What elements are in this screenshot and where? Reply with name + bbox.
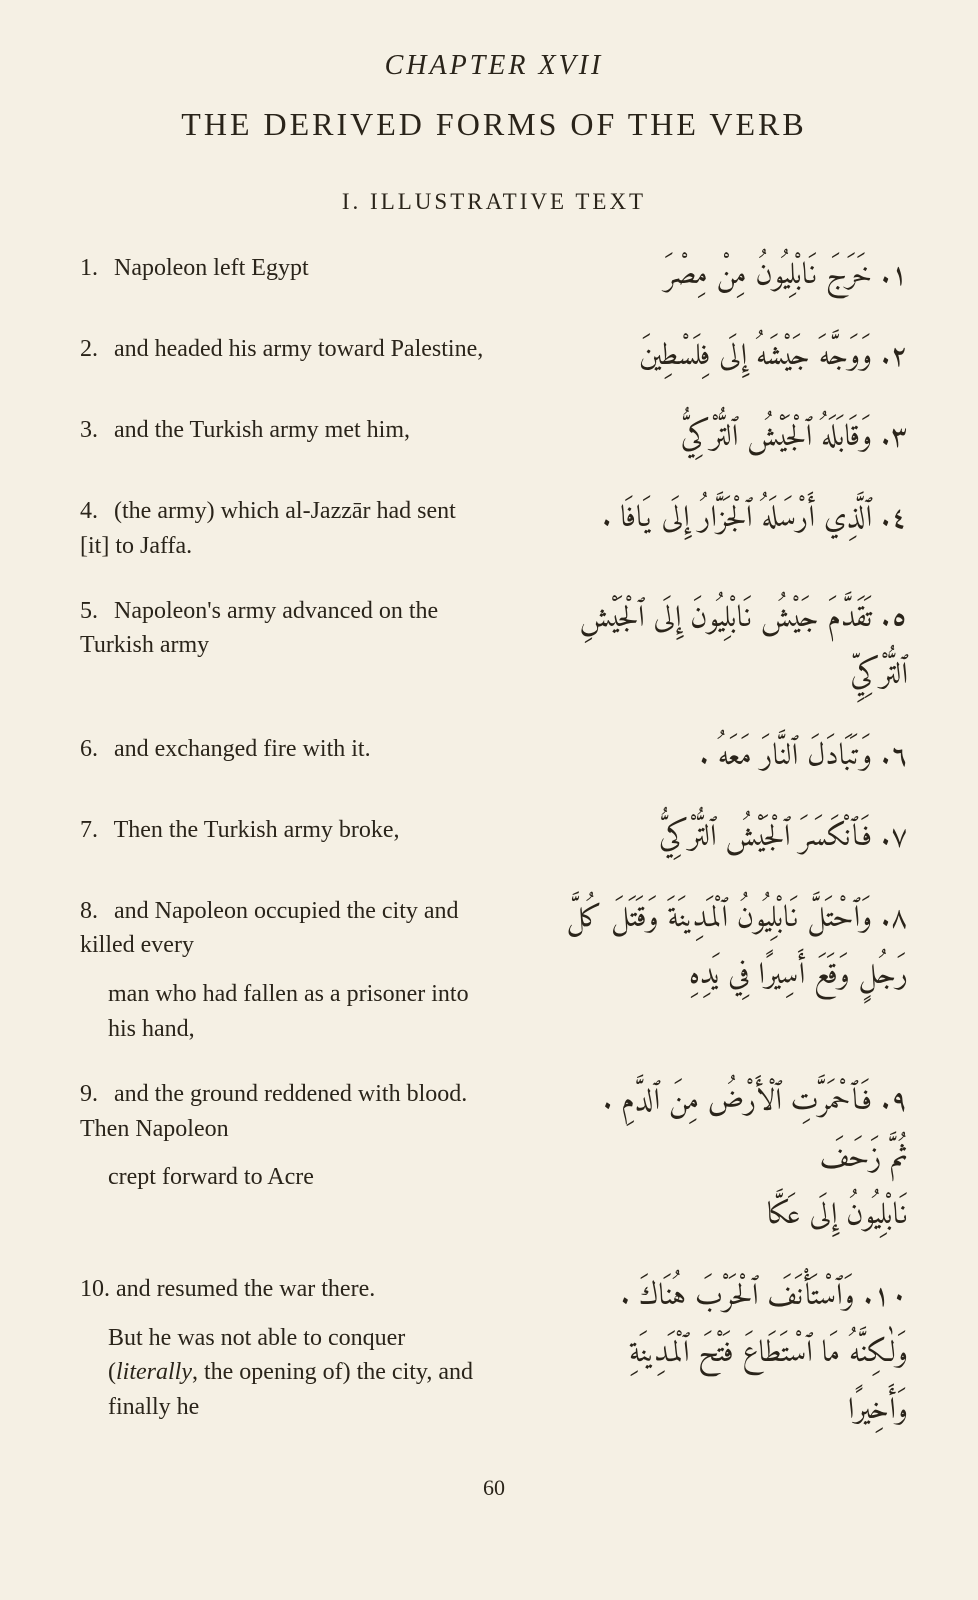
text-row: 3. and the Turkish army met him, ٣. وَقَا… [80, 413, 908, 464]
arabic-text: ٱلَّذِي أَرْسَلَهُ ٱلْجَزَّارُ إِلَى يَا… [602, 493, 872, 546]
arabic-cell: ٩. فَٱحْمَرَّتِ ٱلْأَرْضُ مِنَ ٱلدَّمِ .… [504, 1077, 908, 1242]
english-number: 9. [80, 1077, 108, 1112]
english-text: and resumed the war there. [110, 1276, 375, 1302]
arabic-continuation: وَلٰكِنَّهُ مَا ٱسْتَطَاعَ فَتْحَ ٱلْمَد… [504, 1329, 908, 1380]
arabic-text: وَوَجَّهَ جَيْشَهُ إِلَى فِلَسْطِينَ [639, 331, 872, 384]
arabic-number: ٤. [872, 493, 908, 546]
english-number: 10. [80, 1272, 110, 1307]
arabic-number: ٢. [872, 331, 908, 384]
english-text: (the army) which al-Jazzār had sent [it]… [80, 498, 456, 559]
arabic-cell: ٣. وَقَابَلَهُ ٱلْجَيْشُ ٱلتُّرْكِيُّ [504, 413, 908, 464]
arabic-number: ٩. [872, 1076, 908, 1129]
english-cell: 9. and the ground reddened with blood. T… [80, 1077, 484, 1195]
english-text: and the ground reddened with blood. Then… [80, 1081, 467, 1142]
english-cell: 7. Then the Turkish army broke, [80, 813, 484, 848]
english-cell: 10. and resumed the war there. But he was… [80, 1272, 484, 1425]
english-number: 3. [80, 413, 108, 448]
english-continuation: man who had fallen as a prisoner into hi… [80, 977, 484, 1047]
chapter-title: THE DERIVED FORMS OF THE VERB [80, 106, 908, 143]
arabic-text: فَٱنْكَسَرَ ٱلْجَيْشُ ٱلتُّرْكِيُّ [659, 812, 872, 865]
english-cell: 6. and exchanged fire with it. [80, 732, 484, 767]
arabic-cell: ٢. وَوَجَّهَ جَيْشَهُ إِلَى فِلَسْطِينَ [504, 332, 908, 383]
english-text: Napoleon's army advanced on the Turkish … [80, 598, 438, 659]
arabic-cell: ٤. ٱلَّذِي أَرْسَلَهُ ٱلْجَزَّارُ إِلَى … [504, 494, 908, 545]
arabic-number: ١. [872, 250, 908, 303]
arabic-text: خَرَجَ نَابْلِيُونُ مِنْ مِصْرَ [664, 250, 872, 303]
english-text: Then the Turkish army broke, [108, 817, 400, 843]
arabic-number: ٨. [872, 893, 908, 946]
arabic-cell: ٥. تَقَدَّمَ جَيْشُ نَابْلِيُونَ إِلَى ٱ… [504, 594, 908, 702]
book-page: CHAPTER XVII THE DERIVED FORMS OF THE VE… [0, 0, 978, 1600]
english-text: and exchanged fire with it. [108, 736, 371, 762]
text-row: 6. and exchanged fire with it. ٦. وَتَبَا… [80, 732, 908, 783]
text-row: 9. and the ground reddened with blood. T… [80, 1077, 908, 1242]
english-number: 1. [80, 251, 108, 286]
text-row: 8. and Napoleon occupied the city and ki… [80, 894, 908, 1047]
arabic-text: تَقَدَّمَ جَيْشُ نَابْلِيُونَ إِلَى ٱلْج… [579, 593, 872, 646]
text-row: 5. Napoleon's army advanced on the Turki… [80, 594, 908, 702]
english-continuation: But he was not able to conquer (literall… [80, 1321, 484, 1425]
english-text: and Napoleon occupied the city and kille… [80, 898, 459, 959]
arabic-cell: ٧. فَٱنْكَسَرَ ٱلْجَيْشُ ٱلتُّرْكِيُّ [504, 813, 908, 864]
arabic-continuation: ثُمَّ زَحَفَ [504, 1134, 908, 1185]
english-number: 5. [80, 594, 108, 629]
arabic-number: ٣. [872, 412, 908, 465]
arabic-text: وَقَابَلَهُ ٱلْجَيْشُ ٱلتُّرْكِيُّ [681, 412, 872, 465]
english-number: 2. [80, 332, 108, 367]
english-cell: 2. and headed his army toward Palestine, [80, 332, 484, 367]
english-cell: 4. (the army) which al-Jazzār had sent [… [80, 494, 484, 564]
arabic-text: وَتَبَادَلَ ٱلنَّارَ مَعَهُ . [699, 731, 872, 784]
arabic-number: ٦. [872, 731, 908, 784]
english-cell: 5. Napoleon's army advanced on the Turki… [80, 594, 484, 664]
english-number: 4. [80, 494, 108, 529]
english-cell: 8. and Napoleon occupied the city and ki… [80, 894, 484, 1047]
arabic-number: ٥. [872, 593, 908, 646]
arabic-continuation: نَابْلِيُونُ إِلَى عَكَّا [504, 1191, 908, 1242]
english-text: and the Turkish army met him, [108, 417, 410, 443]
parallel-text-container: 1. Napoleon left Egypt ١. خَرَجَ نَابْلِي… [80, 251, 908, 1437]
arabic-number: ١٠. [855, 1271, 908, 1324]
arabic-text: وَٱحْتَلَّ نَابْلِيُونُ ٱلْمَدِينَةَ وَق… [567, 893, 873, 946]
arabic-number: ٧. [872, 812, 908, 865]
chapter-label: CHAPTER XVII [80, 50, 908, 82]
arabic-text: فَٱحْمَرَّتِ ٱلْأَرْضُ مِنَ ٱلدَّمِ . [603, 1076, 872, 1129]
arabic-continuation: رَجُلٍ وَقَعَ أَسِيرًا فِي يَدِهِ [504, 951, 908, 1002]
text-row: 2. and headed his army toward Palestine,… [80, 332, 908, 383]
text-row: 7. Then the Turkish army broke, ٧. فَٱنْك… [80, 813, 908, 864]
english-cell: 3. and the Turkish army met him, [80, 413, 484, 448]
english-number: 8. [80, 894, 108, 929]
arabic-cell: ٦. وَتَبَادَلَ ٱلنَّارَ مَعَهُ . [504, 732, 908, 783]
english-number: 6. [80, 732, 108, 767]
text-row: 10. and resumed the war there. But he was… [80, 1272, 908, 1437]
arabic-text: وَٱسْتَأْنَفَ ٱلْحَرْبَ هُنَاكَ . [620, 1271, 854, 1324]
section-heading: I. ILLUSTRATIVE TEXT [80, 189, 908, 215]
arabic-continuation: وَأَخِيرًا [504, 1386, 908, 1437]
english-continuation: crept forward to Acre [80, 1160, 484, 1195]
text-row: 1. Napoleon left Egypt ١. خَرَجَ نَابْلِي… [80, 251, 908, 302]
arabic-cell: ٨. وَٱحْتَلَّ نَابْلِيُونُ ٱلْمَدِينَةَ … [504, 894, 908, 1002]
arabic-cell: ١٠. وَٱسْتَأْنَفَ ٱلْحَرْبَ هُنَاكَ .وَل… [504, 1272, 908, 1437]
english-text: Napoleon left Egypt [108, 255, 309, 281]
english-cell: 1. Napoleon left Egypt [80, 251, 484, 286]
text-row: 4. (the army) which al-Jazzār had sent [… [80, 494, 908, 564]
english-text: and headed his army toward Palestine, [108, 336, 483, 362]
arabic-continuation: ٱلتُّرْكِيِّ [504, 651, 908, 702]
arabic-cell: ١. خَرَجَ نَابْلِيُونُ مِنْ مِصْرَ [504, 251, 908, 302]
page-number: 60 [80, 1475, 908, 1501]
english-number: 7. [80, 813, 108, 848]
